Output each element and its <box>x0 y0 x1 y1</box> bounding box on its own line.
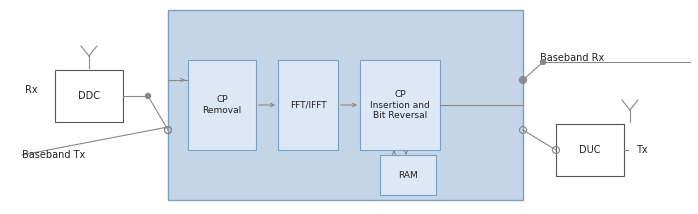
Bar <box>360 60 440 150</box>
Text: RAM: RAM <box>398 171 418 180</box>
Circle shape <box>521 77 526 83</box>
Text: Rx: Rx <box>25 85 38 95</box>
Text: Baseband Rx: Baseband Rx <box>540 53 604 63</box>
Text: DUC: DUC <box>579 145 601 155</box>
Text: FFT/IFFT: FFT/IFFT <box>290 101 326 110</box>
Text: CP
Removal: CP Removal <box>202 95 242 115</box>
Text: DDC: DDC <box>78 91 100 101</box>
Bar <box>380 155 436 195</box>
Text: CP
Insertion and
Bit Reversal: CP Insertion and Bit Reversal <box>370 90 430 120</box>
Bar <box>278 60 338 150</box>
Bar <box>556 124 624 176</box>
Bar <box>168 10 523 200</box>
Bar <box>55 70 123 122</box>
Circle shape <box>145 94 151 98</box>
Text: Baseband Tx: Baseband Tx <box>22 150 85 160</box>
Bar <box>188 60 256 150</box>
Circle shape <box>540 59 546 64</box>
Text: Tx: Tx <box>636 145 648 155</box>
